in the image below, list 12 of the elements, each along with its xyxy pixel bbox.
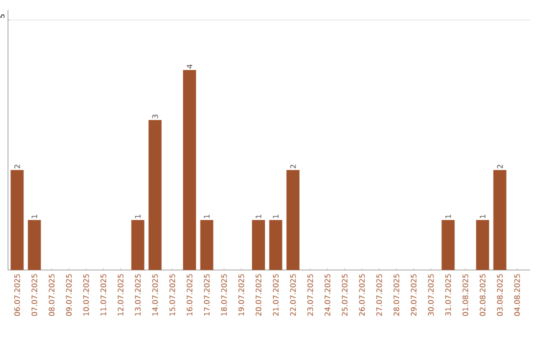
bar bbox=[28, 220, 41, 270]
bar bbox=[10, 170, 24, 270]
bar bbox=[148, 120, 162, 270]
bar bbox=[252, 220, 265, 270]
bar bbox=[200, 220, 214, 270]
bar bbox=[286, 170, 300, 270]
bar bbox=[183, 70, 196, 270]
bar bbox=[476, 220, 490, 270]
bar bbox=[442, 220, 455, 270]
bar bbox=[493, 170, 506, 270]
bar bbox=[131, 220, 144, 270]
bar bbox=[269, 220, 282, 270]
